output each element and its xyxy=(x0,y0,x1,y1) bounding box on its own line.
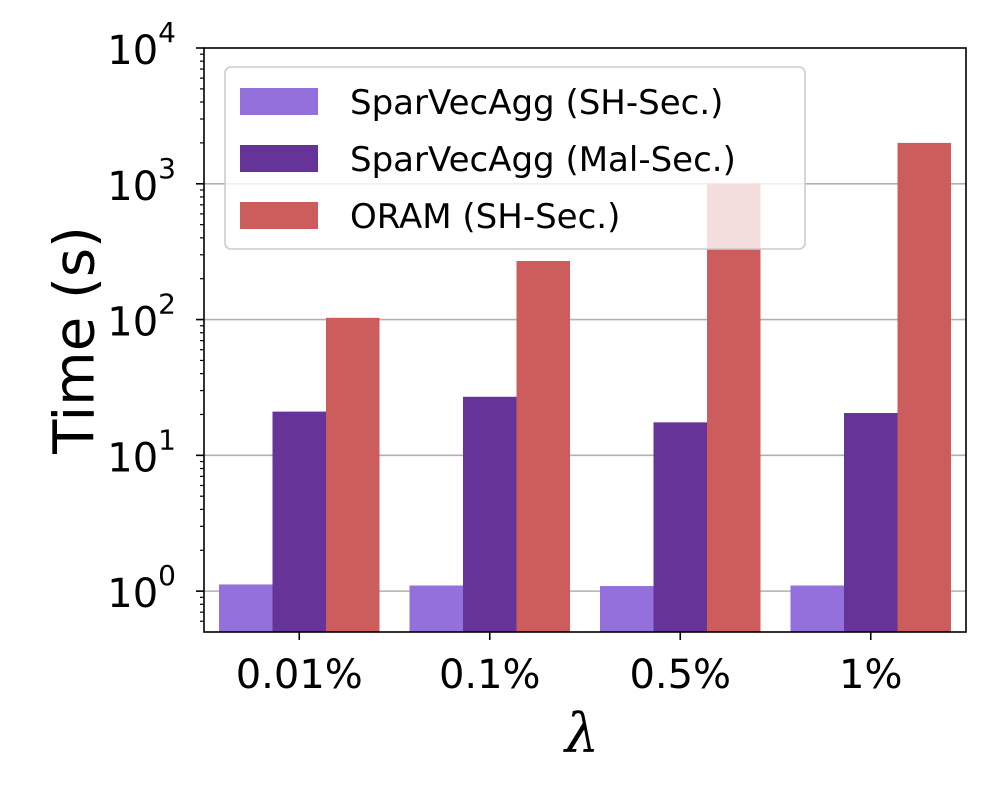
bar xyxy=(516,260,570,632)
y-tick-exponent: 1 xyxy=(158,423,176,456)
legend: SparVecAgg (SH-Sec.) SparVecAgg (Mal-Sec.… xyxy=(224,66,806,250)
bar xyxy=(600,586,654,632)
legend-swatch xyxy=(240,202,318,229)
bars-layer xyxy=(219,142,951,632)
bar xyxy=(844,413,898,632)
bar xyxy=(463,396,517,632)
bar xyxy=(897,142,951,632)
bar xyxy=(409,585,463,632)
bar xyxy=(653,422,707,632)
legend-label: SparVecAgg (Mal-Sec.) xyxy=(350,140,736,180)
y-tick-exponent: 3 xyxy=(158,152,176,185)
x-tick-label: 0.1% xyxy=(439,652,541,698)
legend-label: ORAM (SH-Sec.) xyxy=(350,197,620,237)
legend-box xyxy=(224,66,806,250)
x-tick-label: 0.01% xyxy=(236,652,363,698)
y-tick-exponent: 4 xyxy=(158,16,176,49)
y-axis-label: Time (s) xyxy=(43,226,108,455)
bar xyxy=(219,584,273,632)
x-axis-label: λ xyxy=(563,702,599,765)
y-tick-exponent: 2 xyxy=(158,288,176,321)
bar xyxy=(272,411,326,632)
legend-label: SparVecAgg (SH-Sec.) xyxy=(350,83,723,123)
legend-swatch xyxy=(240,145,318,172)
x-tick-label: 0.5% xyxy=(629,652,731,698)
bar xyxy=(790,585,844,632)
x-tick-label: 1% xyxy=(839,652,902,698)
bar xyxy=(707,183,761,632)
legend-swatch xyxy=(240,88,318,115)
y-tick-exponent: 0 xyxy=(158,559,176,592)
bar xyxy=(326,317,380,632)
